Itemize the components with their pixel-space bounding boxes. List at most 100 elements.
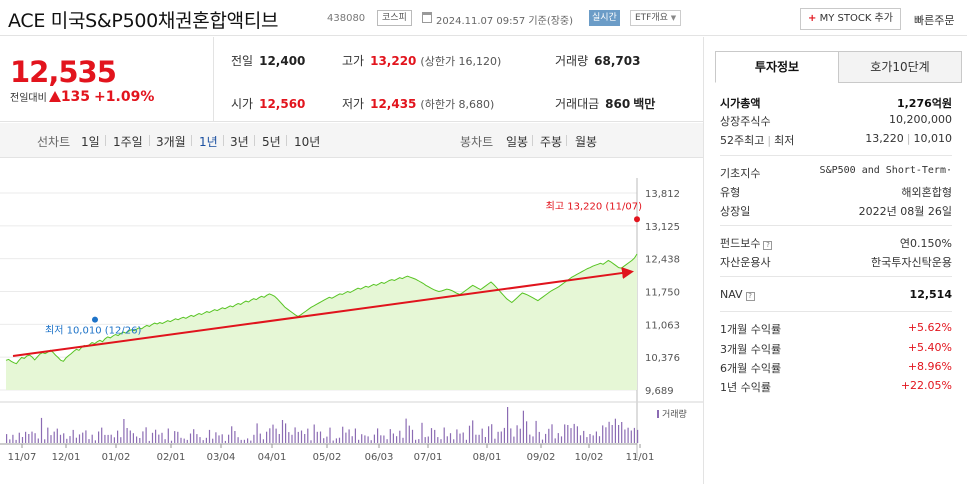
- volume-bar: [427, 436, 429, 443]
- volume-bar: [579, 435, 582, 443]
- volume-bar: [319, 431, 322, 443]
- volume-bar: [475, 434, 477, 443]
- volume-bar: [358, 439, 360, 443]
- tab-3year[interactable]: 3년: [230, 135, 249, 149]
- divider: [720, 155, 952, 156]
- volume-bar: [624, 429, 626, 443]
- volume-bar: [47, 427, 49, 443]
- listed-shares-value: 10,200,000: [889, 113, 952, 126]
- x-tick-label: 07/01: [414, 452, 443, 463]
- tab-daily[interactable]: 일봉: [506, 135, 529, 149]
- trend-arrow: [12, 267, 634, 358]
- volume-bar: [91, 434, 93, 443]
- tab-3month[interactable]: 3개월: [156, 135, 186, 149]
- market-cap-row: 시가총액 1,276억원: [720, 95, 952, 113]
- volume-bar: [541, 439, 544, 443]
- price-chart[interactable]: 최고 13,220 (11/07) 최저 10,010 (12/26) 13,81…: [0, 158, 703, 484]
- volume-bar: [605, 427, 607, 443]
- investment-info-panel: 투자정보 호가10단계 시가총액 1,276억원 상장주식수 10,200,000 …: [703, 37, 967, 484]
- trade-amount-value: 860: [605, 97, 631, 111]
- line-chart-label: 선차트: [37, 135, 71, 149]
- volume-bar: [177, 431, 179, 443]
- divider: [254, 135, 255, 146]
- tab-5year[interactable]: 5년: [262, 135, 281, 149]
- volume-bar: [364, 435, 366, 443]
- add-mystock-label: MY STOCK 추가: [819, 13, 893, 24]
- tab-weekly[interactable]: 주봉: [540, 135, 563, 149]
- low-value: 12,435: [370, 97, 417, 111]
- volume-bar: [491, 424, 493, 443]
- volume-bar: [132, 433, 134, 443]
- volume-bar: [158, 434, 160, 443]
- volume-bar: [291, 434, 293, 443]
- volume-bar: [373, 434, 375, 443]
- etf-overview-dropdown[interactable]: ETF개요 ▼: [630, 10, 682, 26]
- y-tick-label: 9,689: [645, 386, 674, 397]
- volume-bar: [101, 427, 103, 443]
- volume-bar: [281, 420, 284, 443]
- help-icon[interactable]: ?: [763, 241, 773, 250]
- lower-limit: (하한가 8,680): [420, 98, 495, 111]
- volume-bar: [196, 434, 198, 443]
- tab-1year[interactable]: 1년: [199, 135, 218, 149]
- tab-1day[interactable]: 1일: [81, 135, 100, 149]
- volume-bar: [564, 424, 566, 443]
- volume-bar: [262, 439, 264, 443]
- add-mystock-button[interactable]: + MY STOCK 추가: [800, 8, 901, 30]
- volume-bar: [557, 433, 559, 443]
- up-arrow-icon: [48, 91, 61, 102]
- volume-bar: [583, 430, 585, 443]
- tab-10-level-quote[interactable]: 호가10단계: [838, 51, 962, 83]
- divider: [223, 135, 224, 146]
- volume-bar: [354, 428, 356, 443]
- volume-bar: [415, 439, 417, 443]
- volume-bar: [389, 429, 391, 443]
- help-icon[interactable]: ?: [745, 292, 755, 301]
- x-tick-label: 12/01: [52, 452, 81, 463]
- volume-bar: [408, 425, 410, 443]
- volume-bar: [478, 434, 480, 443]
- low-label: 저가: [342, 97, 365, 111]
- volume-bar: [59, 434, 62, 443]
- nav-row: NAV? 12,514: [720, 288, 952, 306]
- open-label: 시가: [231, 97, 254, 111]
- x-tick-label: 03/04: [207, 452, 236, 463]
- quote-datetime: 2024.11.07 09:57 기준(장중): [436, 16, 574, 27]
- listed-shares-label: 상장주식수: [720, 115, 771, 128]
- fund-type-row: 유형 해외혼합형: [720, 184, 952, 202]
- plus-icon: +: [808, 13, 817, 24]
- volume-bar: [231, 426, 233, 443]
- base-index-value: S&P500 and Short-Term·: [819, 165, 952, 176]
- volume-legend-label: 거래량: [662, 408, 687, 420]
- volume: 거래량 68,703: [555, 52, 640, 69]
- volume-bar: [82, 432, 84, 443]
- volume-bar: [107, 434, 109, 443]
- candle-chart-label: 봉차트: [460, 135, 494, 149]
- base-index-row: 기초지수 S&P500 and Short-Term·: [720, 165, 952, 183]
- volume-bar: [180, 437, 182, 443]
- prev-close-value: 12,400: [259, 54, 306, 68]
- return-3m-row: 3개월 수익률 +5.40%: [720, 341, 952, 359]
- volume-bar: [161, 432, 163, 443]
- volume-bar: [37, 438, 39, 443]
- realtime-badge[interactable]: 실시간: [589, 10, 620, 26]
- volume-bar: [437, 437, 439, 443]
- tab-10year[interactable]: 10년: [294, 135, 321, 149]
- volume-label: 거래량: [555, 54, 589, 68]
- divider: [720, 276, 952, 277]
- volume-bar: [589, 434, 591, 443]
- quick-order-link[interactable]: 빠른주문: [914, 14, 955, 27]
- volume-bar: [602, 425, 604, 443]
- volume-bar: [399, 430, 401, 443]
- week52-high-value: 13,220: [865, 132, 904, 145]
- volume-bar: [598, 436, 601, 443]
- high-price: 고가 13,220 (상한가 16,120): [342, 52, 501, 69]
- tab-1week[interactable]: 1주일: [113, 135, 143, 149]
- y-tick-label: 11,063: [645, 320, 680, 331]
- stock-header: ACE 미국S&P500채권혼합액티브 438080 코스피 2024.11.0…: [0, 0, 967, 36]
- nav-value: 12,514: [909, 288, 952, 301]
- tab-monthly[interactable]: 월봉: [575, 135, 598, 149]
- volume-bar: [424, 437, 426, 443]
- tab-investment-info[interactable]: 투자정보: [715, 51, 839, 83]
- volume-bar: [338, 437, 341, 443]
